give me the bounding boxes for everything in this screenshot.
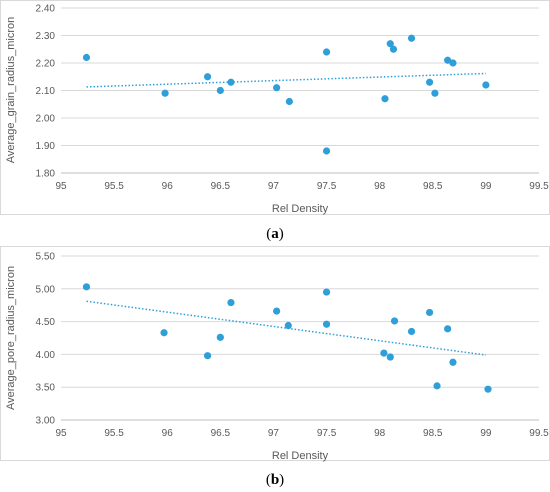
x-tick-label-a-9: 99.5	[529, 181, 549, 192]
x-axis-title-b: Rel Density	[272, 450, 329, 462]
y-tick-label-a-6: 2.40	[36, 4, 56, 15]
data-point-b-10	[386, 353, 394, 361]
y-tick-label-a-3: 2.10	[36, 86, 56, 97]
data-point-b-3	[216, 333, 224, 341]
panel-letter-a: a	[271, 226, 279, 242]
trendline-a	[86, 72, 486, 88]
data-points-a	[82, 34, 490, 155]
data-point-a-12	[407, 34, 416, 42]
y-tick-label-b-2: 4.00	[36, 350, 56, 361]
data-point-a-14	[431, 89, 439, 97]
data-points-b	[82, 283, 492, 393]
data-point-a-11	[389, 45, 398, 53]
y-tick-label-a-2: 2.00	[36, 114, 56, 125]
data-point-a-3	[216, 86, 224, 95]
data-point-b-17	[484, 385, 492, 393]
data-point-b-6	[284, 321, 292, 330]
data-point-a-4	[227, 78, 235, 86]
y-tick-label-a-0: 1.80	[36, 169, 56, 180]
x-tick-label-b-5: 97.5	[317, 428, 337, 439]
x-tick-label-b-6: 98	[374, 428, 386, 439]
x-tick-label-b-1: 95.5	[104, 428, 124, 439]
data-point-b-13	[425, 308, 434, 317]
x-tick-label-b-3: 96.5	[211, 428, 231, 439]
x-tick-label-a-6: 98	[374, 181, 386, 192]
y-tick-label-b-3: 4.50	[36, 317, 56, 328]
panel-label-b: (b)	[266, 472, 284, 488]
data-point-a-1	[161, 89, 169, 97]
gridlines-a	[61, 7, 539, 174]
chart-panel-b: 3.003.504.004.505.005.50 95 95.5 96 96.5 97 9…	[0, 246, 550, 488]
data-point-b-16	[449, 358, 457, 366]
chart-panel-a: 1.80 1.90 2.00 2.10 2.20 2.30 2.40 95 95.5 96 96.…	[0, 0, 550, 242]
x-tick-label-a-3: 96.5	[211, 181, 231, 192]
x-tick-label-a-0: 95	[55, 181, 67, 192]
y-axis-title-a: Average_grain_radius_micron	[5, 17, 17, 164]
x-tick-label-a-5: 97.5	[317, 181, 337, 192]
x-tick-labels-a: 95 95.5 96 96.5 97 97.5 98 98.5 99 99.5	[55, 181, 549, 192]
data-point-a-6	[285, 97, 293, 106]
data-point-a-5	[273, 84, 281, 92]
data-point-a-8	[322, 147, 331, 155]
x-tick-label-a-7: 98.5	[423, 181, 443, 192]
y-tick-labels-b: 3.00 3.50 4.00 4.50 5.00 5.50	[36, 252, 56, 427]
panel-letter-b: b	[271, 472, 279, 488]
x-tick-label-b-0: 95	[55, 428, 67, 439]
data-point-b-5	[273, 307, 281, 315]
x-tick-label-a-4: 97	[268, 181, 280, 192]
x-tick-label-b-7: 98.5	[423, 428, 443, 439]
y-tick-label-b-5: 5.50	[36, 252, 56, 263]
x-tick-label-b-8: 99	[480, 428, 492, 439]
data-point-a-13	[425, 78, 434, 86]
y-tick-label-b-4: 5.00	[36, 284, 56, 295]
data-point-a-10	[386, 40, 394, 48]
data-point-b-11	[390, 317, 399, 325]
data-point-b-12	[407, 327, 416, 336]
y-tick-label-a-5: 2.30	[36, 31, 56, 42]
data-point-b-2	[203, 352, 212, 360]
panel-label-a: (a)	[266, 226, 284, 242]
x-axis-title-a: Rel Density	[272, 203, 329, 215]
x-tick-label-a-1: 95.5	[104, 181, 124, 192]
y-tick-label-b-0: 3.00	[36, 416, 56, 427]
x-tick-label-a-2: 96	[162, 181, 174, 192]
data-point-a-9	[381, 95, 389, 103]
x-tick-label-b-2: 96	[162, 428, 174, 439]
data-point-b-9	[380, 349, 388, 357]
x-tick-label-b-9: 99.5	[529, 428, 549, 439]
chart-frame-a	[0, 0, 550, 215]
data-point-b-0	[82, 283, 91, 291]
trendline-b	[86, 300, 486, 356]
x-tick-labels-b: 95 95.5 96 96.5 97 97.5 98 98.5 99 99.5	[55, 428, 549, 439]
data-point-a-0	[82, 53, 91, 62]
data-point-b-8	[322, 320, 331, 328]
x-tick-label-a-8: 99	[480, 181, 492, 192]
data-point-a-15	[444, 56, 452, 64]
y-tick-label-b-1: 3.50	[36, 383, 56, 394]
data-point-b-4	[227, 298, 235, 307]
data-point-b-15	[444, 325, 452, 333]
data-point-a-17	[482, 81, 490, 89]
data-point-a-2	[203, 73, 212, 81]
data-point-a-16	[449, 59, 457, 67]
chart-frame-b	[0, 246, 550, 461]
y-axis-title-b: Average_pore_radius_micron	[5, 266, 17, 410]
x-tick-label-b-4: 97	[268, 428, 280, 439]
data-point-a-7	[322, 48, 331, 56]
y-tick-label-a-1: 1.90	[36, 141, 56, 152]
y-tick-labels-a: 1.80 1.90 2.00 2.10 2.20 2.30 2.40	[36, 4, 56, 180]
y-tick-label-a-4: 2.20	[36, 59, 56, 70]
data-point-b-14	[433, 382, 441, 390]
data-point-b-1	[160, 329, 168, 337]
gridlines-b	[61, 255, 539, 421]
data-point-b-7	[322, 288, 331, 296]
